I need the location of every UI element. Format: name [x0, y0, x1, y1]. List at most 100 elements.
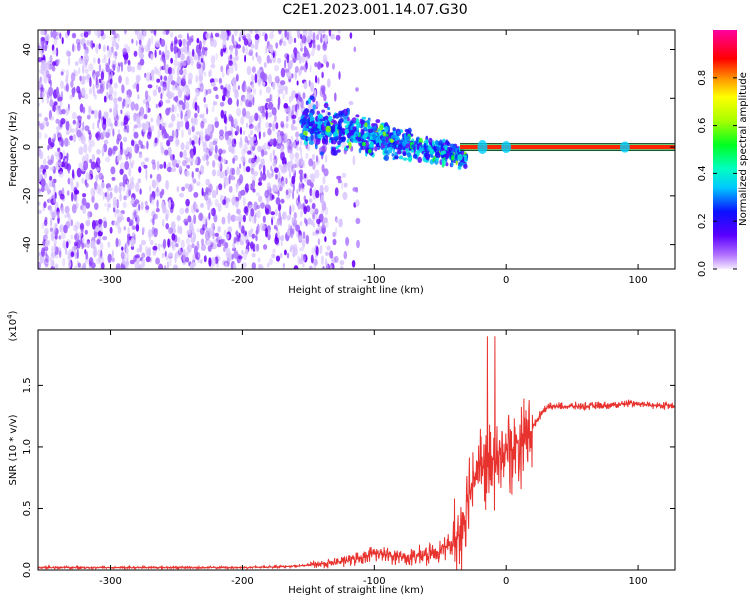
noise-blob: [89, 159, 93, 164]
noise-blob: [145, 120, 150, 131]
signal-blob: [451, 154, 455, 161]
noise-blob: [224, 177, 230, 186]
noise-blob: [53, 39, 58, 46]
noise-blob: [250, 228, 254, 234]
noise-blob: [219, 135, 224, 141]
noise-blob: [142, 226, 146, 234]
noise-blob: [161, 201, 165, 210]
spectrogram-frame: [37, 29, 676, 270]
noise-blob: [103, 220, 108, 229]
noise-blob: [288, 95, 292, 104]
spectrogram-x-label: Height of straight line (km): [288, 285, 424, 296]
noise-blob: [257, 257, 261, 263]
noise-blob: [189, 137, 192, 146]
noise-blob: [266, 54, 271, 64]
noise-blob: [199, 203, 205, 208]
noise-blob: [327, 78, 331, 88]
noise-blob: [98, 78, 102, 83]
noise-blob: [213, 214, 218, 223]
noise-blob: [85, 220, 91, 227]
noise-blob: [142, 99, 147, 105]
noise-blob: [175, 159, 181, 165]
noise-blob: [118, 184, 122, 194]
noise-blob: [73, 86, 76, 94]
noise-blob: [204, 134, 210, 142]
noise-blob: [98, 218, 103, 225]
noise-blob: [67, 57, 71, 66]
noise-blob: [109, 108, 112, 113]
noise-blob: [59, 99, 63, 108]
noise-blob: [145, 256, 151, 263]
noise-blob: [64, 205, 70, 214]
noise-blob: [247, 102, 253, 108]
noise-blob: [351, 260, 356, 268]
noise-blob: [124, 161, 130, 170]
noise-blob: [197, 252, 201, 259]
signal-blob: [355, 114, 360, 118]
noise-blob: [262, 112, 267, 117]
noise-blob: [57, 147, 60, 152]
noise-blob: [324, 34, 329, 43]
signal-blob: [402, 152, 407, 157]
noise-blob: [167, 146, 172, 156]
signal-blob: [307, 136, 311, 141]
noise-blob: [330, 33, 335, 40]
noise-blob: [279, 216, 282, 227]
noise-blob: [244, 183, 250, 193]
noise-blob: [102, 120, 107, 131]
noise-blob: [172, 154, 175, 160]
noise-blob: [104, 202, 107, 207]
noise-blob: [266, 98, 271, 103]
signal-blob: [309, 95, 315, 100]
noise-blob: [274, 167, 279, 174]
noise-blob: [253, 214, 257, 224]
noise-blob: [116, 133, 122, 142]
noise-blob: [338, 218, 343, 228]
noise-blob: [75, 120, 80, 130]
signal-blob: [368, 128, 374, 134]
noise-blob: [300, 65, 305, 71]
noise-blob: [251, 174, 256, 183]
noise-blob: [201, 136, 204, 144]
noise-blob: [269, 152, 273, 163]
noise-blob: [219, 171, 224, 179]
noise-blob: [43, 219, 48, 226]
noise-blob: [56, 152, 61, 162]
noise-blob: [356, 239, 360, 249]
noise-blob: [303, 63, 308, 73]
noise-blob: [58, 235, 62, 240]
noise-blob: [275, 255, 281, 262]
noise-blob: [52, 61, 56, 67]
noise-blob: [210, 208, 214, 216]
noise-blob: [190, 57, 194, 66]
noise-blob: [241, 148, 246, 156]
noise-blob: [301, 173, 305, 180]
noise-blob: [44, 171, 47, 179]
noise-blob: [317, 44, 321, 51]
noise-blob: [50, 30, 53, 38]
noise-blob: [233, 30, 238, 36]
noise-blob: [210, 63, 216, 69]
noise-blob: [148, 185, 152, 193]
noise-blob: [255, 159, 258, 165]
noise-blob: [227, 68, 230, 76]
noise-blob: [331, 256, 337, 264]
noise-blob: [140, 140, 143, 149]
signal-blob: [324, 115, 329, 121]
noise-blob: [126, 89, 132, 98]
noise-blob: [130, 161, 134, 169]
noise-blob: [349, 32, 353, 39]
noise-blob: [69, 94, 73, 100]
noise-blob: [322, 265, 325, 269]
noise-blob: [135, 182, 140, 193]
noise-blob: [131, 197, 135, 205]
noise-blob: [334, 92, 337, 102]
noise-blob: [79, 103, 84, 113]
noise-blob: [197, 49, 202, 57]
noise-blob: [172, 158, 178, 168]
noise-blob: [239, 126, 243, 135]
noise-blob: [286, 54, 290, 64]
noise-blob: [113, 207, 116, 213]
noise-blob: [315, 189, 320, 199]
noise-blob: [332, 231, 336, 238]
